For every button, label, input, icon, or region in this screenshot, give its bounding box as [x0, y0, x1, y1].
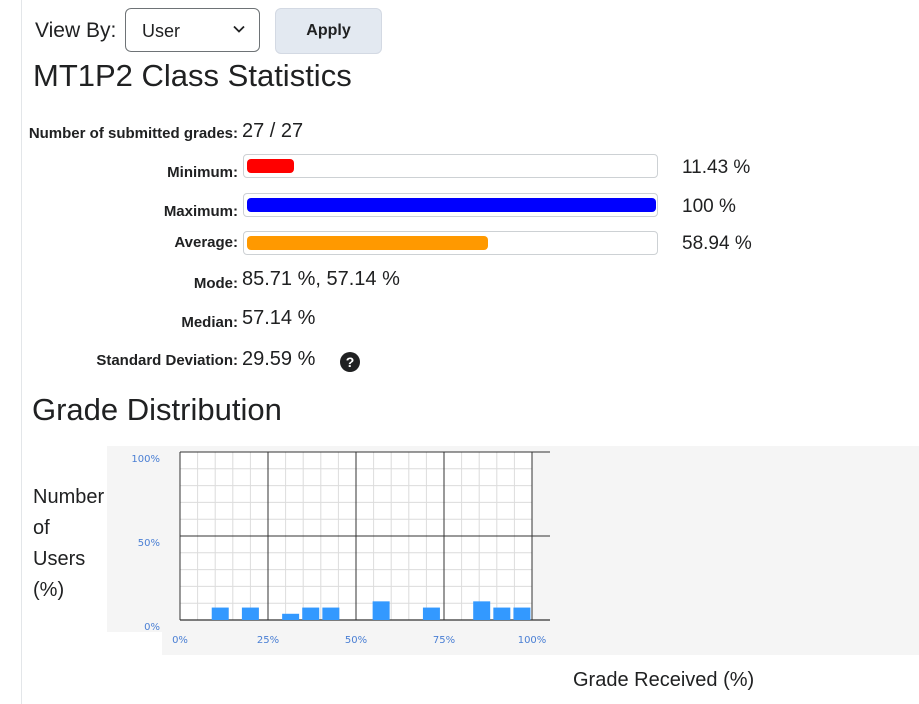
histogram-bar — [473, 601, 491, 620]
y-tick-label: 0% — [144, 622, 160, 633]
maximum-bar-fill — [247, 198, 656, 212]
average-bar — [243, 231, 658, 255]
minimum-bar — [243, 154, 658, 178]
view-by-selected-value: User — [142, 21, 181, 41]
y-tick-label: 100% — [131, 454, 160, 465]
y-axis-label-line: (%) — [33, 579, 65, 601]
stddev-value: 29.59 % — [242, 348, 316, 370]
submitted-grades-value: 27 / 27 — [242, 120, 304, 142]
histogram-bar — [241, 607, 259, 620]
x-tick-label: 25% — [257, 635, 279, 646]
mode-label: Mode: — [193, 275, 238, 292]
view-by-label: View By: — [35, 19, 117, 42]
question-circle-icon[interactable]: ? — [340, 352, 360, 372]
average-value: 58.94 % — [682, 233, 752, 254]
content-left-border — [21, 0, 22, 704]
histogram-bar — [493, 607, 511, 620]
grade-distribution-title: Grade Distribution — [32, 392, 282, 427]
histogram-bar — [322, 607, 340, 620]
average-bar-fill — [247, 236, 489, 250]
y-axis-label-line: Number — [33, 486, 105, 508]
apply-button[interactable]: Apply — [275, 8, 382, 54]
y-axis-label: Number of Users (%) — [33, 482, 113, 606]
page-title: MT1P2 Class Statistics — [33, 58, 352, 93]
stddev-label: Standard Deviation: — [96, 352, 238, 369]
mode-value: 85.71 %, 57.14 % — [242, 268, 400, 290]
y-tick-label: 50% — [138, 538, 160, 549]
histogram-bar — [282, 613, 300, 620]
x-tick-label: 75% — [433, 635, 455, 646]
maximum-value: 100 % — [682, 196, 736, 217]
minimum-bar-fill — [247, 159, 295, 173]
x-axis-label: Grade Received (%) — [573, 669, 755, 691]
maximum-bar — [243, 193, 658, 217]
y-axis-label-line: of — [33, 517, 50, 539]
median-label: Median: — [181, 314, 238, 331]
histogram-bar — [211, 607, 229, 620]
histogram-bar — [422, 607, 440, 620]
view-by-select[interactable]: User — [125, 8, 260, 52]
x-tick-label: 50% — [345, 635, 367, 646]
y-axis-label-line: Users — [33, 548, 86, 570]
median-value: 57.14 % — [242, 307, 316, 329]
maximum-label: Maximum: — [163, 203, 238, 220]
x-tick-label: 100% — [518, 635, 547, 646]
chevron-down-icon — [233, 25, 245, 33]
chart-xtick-band — [162, 632, 919, 655]
histogram-bar — [302, 607, 320, 620]
minimum-value: 11.43 % — [682, 157, 751, 178]
x-tick-label: 0% — [172, 635, 188, 646]
submitted-grades-label: Number of submitted grades: — [28, 125, 238, 142]
histogram-bar — [372, 601, 390, 620]
minimum-label: Minimum: — [167, 164, 238, 181]
histogram-bar — [513, 607, 531, 620]
average-label: Average: — [174, 234, 238, 251]
